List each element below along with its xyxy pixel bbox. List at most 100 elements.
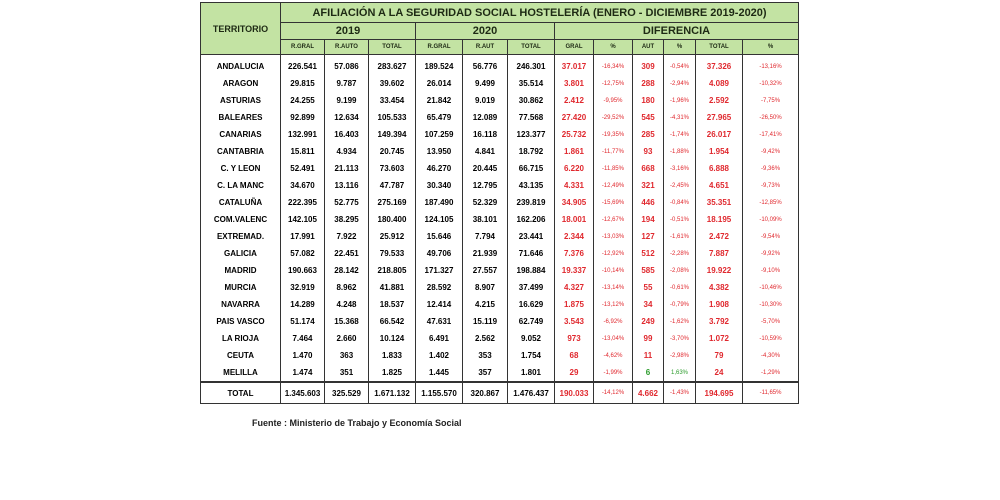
difference-cell: -12,67% (593, 211, 633, 228)
value-cell: 9.499 (462, 75, 508, 92)
value-cell: 57.086 (324, 54, 369, 75)
value-cell: 226.541 (280, 54, 325, 75)
territory-name: CANARIAS (200, 126, 281, 143)
value-cell: 7.922 (324, 228, 369, 245)
table-row: CANTABRIA 15.811 4.934 20.745 13.950 4.841 18.… (200, 143, 800, 160)
difference-cell: 7.376 (554, 245, 594, 262)
territory-name: CANTABRIA (200, 143, 281, 160)
difference-cell: -9,92% (741, 245, 800, 262)
territory-name: BALEARES (200, 109, 281, 126)
value-cell: 52.775 (324, 194, 369, 211)
value-cell: 1.402 (415, 347, 463, 364)
difference-cell: -0,54% (663, 54, 696, 75)
value-cell: 1.825 (368, 364, 416, 382)
value-cell: 132.991 (280, 126, 325, 143)
column-subheader: % (741, 39, 800, 55)
territory-name: C. Y LEON (200, 160, 281, 177)
value-cell: 20.745 (368, 143, 416, 160)
difference-cell: 180 (632, 92, 664, 109)
value-cell: 149.394 (368, 126, 416, 143)
difference-cell: -9,10% (741, 262, 800, 279)
territory-name: EXTREMAD. (200, 228, 281, 245)
territory-name: CEUTA (200, 347, 281, 364)
value-cell: 26.014 (415, 75, 463, 92)
territory-name: ARAGON (200, 75, 281, 92)
total-row: TOTAL 1.345.603 325.529 1.671.132 1.155.570 3… (200, 381, 800, 404)
column-subheader: % (663, 39, 696, 55)
difference-cell: -9,36% (741, 160, 800, 177)
difference-cell: -7,75% (741, 92, 800, 109)
difference-cell: 99 (632, 330, 664, 347)
column-subheader: TOTAL (695, 39, 743, 55)
table-row: CATALUÑA 222.395 52.775 275.169 187.490 52.32… (200, 194, 800, 211)
difference-cell: 4.662 (632, 381, 664, 404)
value-cell: 363 (324, 347, 369, 364)
value-cell: 7.464 (280, 330, 325, 347)
difference-cell: -9,54% (741, 228, 800, 245)
difference-cell: 93 (632, 143, 664, 160)
difference-cell: -10,09% (741, 211, 800, 228)
difference-cell: -4,30% (741, 347, 800, 364)
difference-cell: 194.695 (695, 381, 743, 404)
difference-cell: -13,04% (593, 330, 633, 347)
value-cell: 12.089 (462, 109, 508, 126)
value-cell: 24.255 (280, 92, 325, 109)
difference-cell: -1,62% (663, 313, 696, 330)
difference-cell: -13,03% (593, 228, 633, 245)
value-cell: 12.414 (415, 296, 463, 313)
value-cell: 275.169 (368, 194, 416, 211)
value-cell: 283.627 (368, 54, 416, 75)
value-cell: 222.395 (280, 194, 325, 211)
value-cell: 1.671.132 (368, 381, 416, 404)
value-cell: 13.950 (415, 143, 463, 160)
difference-cell: 585 (632, 262, 664, 279)
value-cell: 41.881 (368, 279, 416, 296)
table-row: C. Y LEON 52.491 21.113 73.603 46.270 20.445 6… (200, 160, 800, 177)
difference-cell: -9,42% (741, 143, 800, 160)
value-cell: 65.479 (415, 109, 463, 126)
difference-cell: 309 (632, 54, 664, 75)
difference-cell: 18.001 (554, 211, 594, 228)
difference-cell: -13,16% (741, 54, 800, 75)
value-cell: 4.934 (324, 143, 369, 160)
table-row: C. LA MANC 34.670 13.116 47.787 30.340 12.795… (200, 177, 800, 194)
difference-cell: 19.922 (695, 262, 743, 279)
value-cell: 79.533 (368, 245, 416, 262)
difference-cell: 4.331 (554, 177, 594, 194)
value-cell: 27.557 (462, 262, 508, 279)
value-cell: 51.174 (280, 313, 325, 330)
difference-cell: 4.327 (554, 279, 594, 296)
value-cell: 37.499 (507, 279, 555, 296)
difference-cell: -6,92% (593, 313, 633, 330)
difference-cell: 7.887 (695, 245, 743, 262)
difference-cell: -11,85% (593, 160, 633, 177)
difference-cell: -29,52% (593, 109, 633, 126)
difference-cell: 27.420 (554, 109, 594, 126)
value-cell: 124.105 (415, 211, 463, 228)
value-cell: 320.867 (462, 381, 508, 404)
difference-cell: -5,70% (741, 313, 800, 330)
difference-cell: -17,41% (741, 126, 800, 143)
difference-cell: -11,77% (593, 143, 633, 160)
difference-cell: -10,32% (741, 75, 800, 92)
column-subheader: R.GRAL (280, 39, 325, 55)
difference-cell: 446 (632, 194, 664, 211)
table-title: AFILIACIÓN A LA SEGURIDAD SOCIAL HOSTELE… (279, 2, 800, 23)
territory-name: ASTURIAS (200, 92, 281, 109)
value-cell: 15.368 (324, 313, 369, 330)
value-cell: 33.454 (368, 92, 416, 109)
value-cell: 16.118 (462, 126, 508, 143)
difference-cell: -4,31% (663, 109, 696, 126)
value-cell: 35.514 (507, 75, 555, 92)
difference-cell: 668 (632, 160, 664, 177)
territory-name: MELILLA (200, 364, 281, 382)
difference-cell: -12,49% (593, 177, 633, 194)
column-subheader: GRAL (554, 39, 594, 55)
group-header-2019: 2019 (280, 22, 416, 40)
difference-cell: 4.651 (695, 177, 743, 194)
value-cell: 1.754 (507, 347, 555, 364)
difference-cell: -0,79% (663, 296, 696, 313)
difference-cell: -1,99% (593, 364, 633, 382)
territory-name: CATALUÑA (200, 194, 281, 211)
value-cell: 246.301 (507, 54, 555, 75)
